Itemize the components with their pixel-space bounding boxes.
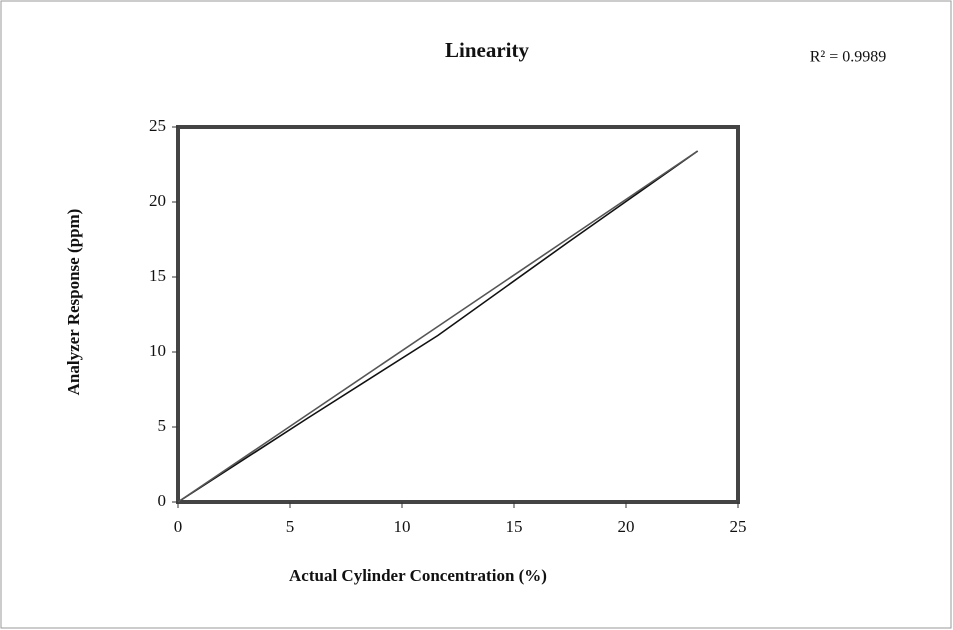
x-tick-label: 5 xyxy=(286,517,295,536)
x-tick-label: 25 xyxy=(730,517,747,536)
x-tick-label: 10 xyxy=(394,517,411,536)
series-line xyxy=(177,150,699,503)
chart-title: Linearity xyxy=(445,38,529,62)
y-tick-label: 20 xyxy=(149,191,166,210)
y-tick-label: 25 xyxy=(149,116,166,135)
x-tick-label: 0 xyxy=(174,517,183,536)
y-tick-label: 15 xyxy=(149,266,166,285)
y-tick-label: 10 xyxy=(149,341,166,360)
x-tick-label: 20 xyxy=(618,517,635,536)
annotation: R² = 0.9989 xyxy=(810,49,887,66)
y-tick-label: 5 xyxy=(158,416,167,435)
x-axis-label: Actual Cylinder Concentration (%) xyxy=(289,566,547,585)
x-tick-label: 15 xyxy=(506,517,523,536)
plot-area xyxy=(176,125,740,504)
y-axis-label: Analyzer Response (ppm) xyxy=(64,209,83,396)
y-tick-label: 0 xyxy=(158,491,167,510)
series-line xyxy=(177,150,699,503)
